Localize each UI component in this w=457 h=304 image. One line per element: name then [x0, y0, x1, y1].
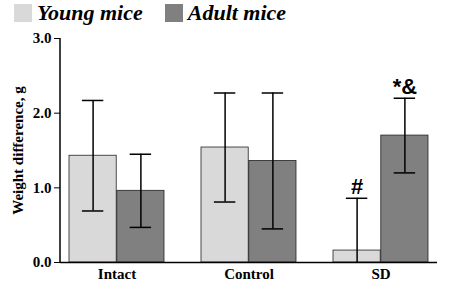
svg-text:*&: *& — [393, 74, 418, 99]
svg-text:3.0: 3.0 — [33, 30, 52, 46]
svg-text:#: # — [351, 174, 363, 199]
svg-text:SD: SD — [371, 266, 390, 282]
svg-text:Intact: Intact — [98, 266, 136, 282]
svg-text:Weight difference, g: Weight difference, g — [10, 86, 26, 215]
html-text:Young mice: Young mice — [37, 0, 143, 25]
html-text:Adult mice: Adult mice — [187, 0, 287, 25]
svg-text:Control: Control — [224, 266, 274, 282]
svg-text:1.0: 1.0 — [33, 180, 52, 196]
svg-text:0.0: 0.0 — [33, 254, 52, 270]
svg-text:2.0: 2.0 — [33, 105, 52, 121]
